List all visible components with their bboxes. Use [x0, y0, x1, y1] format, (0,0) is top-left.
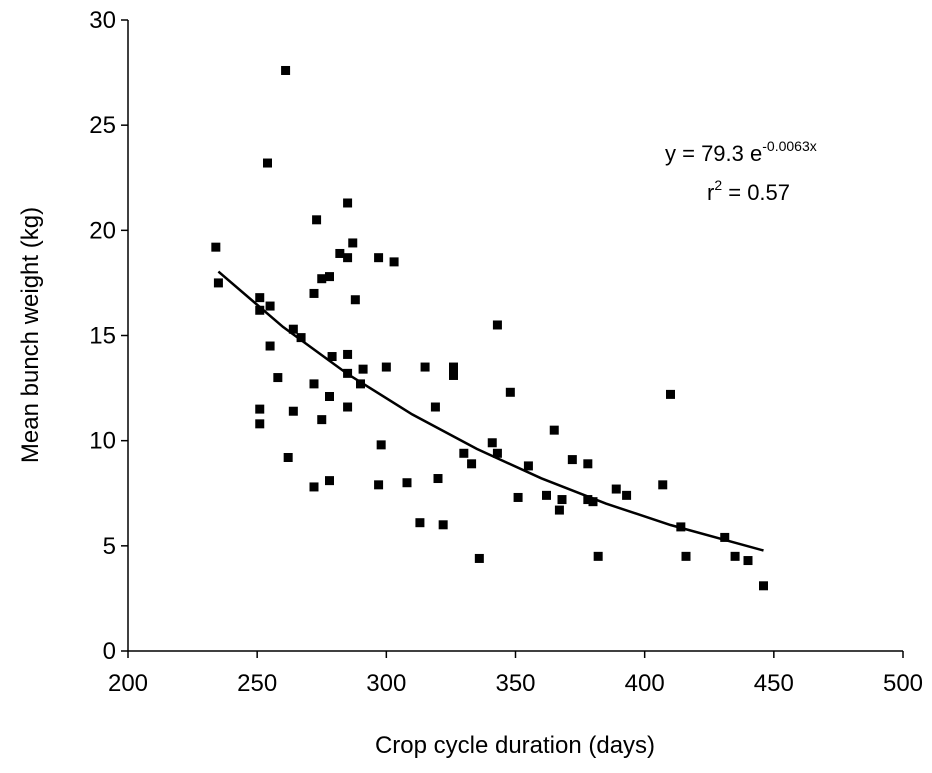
point	[281, 65, 291, 75]
point	[325, 476, 334, 486]
point	[265, 301, 275, 311]
point	[381, 362, 391, 372]
point	[430, 402, 440, 412]
y-tick-label: 10	[89, 428, 116, 455]
point	[389, 257, 399, 267]
point	[309, 379, 319, 389]
point	[350, 295, 360, 305]
point	[542, 490, 551, 500]
point	[288, 324, 298, 334]
point	[335, 248, 345, 258]
point	[317, 415, 327, 425]
x-tick-label: 350	[495, 670, 535, 697]
point	[743, 556, 753, 566]
point	[420, 362, 430, 372]
point	[343, 253, 353, 263]
y-axis-title: Mean bunch weight (kg)	[17, 207, 44, 463]
point	[505, 387, 515, 397]
point	[474, 553, 484, 563]
point	[317, 274, 327, 284]
y-tick-label: 15	[89, 323, 116, 350]
point	[681, 551, 691, 561]
point	[374, 480, 384, 490]
point	[449, 370, 458, 380]
point	[513, 492, 523, 502]
point	[283, 452, 293, 462]
point	[343, 198, 353, 208]
x-axis-title: Crop cycle duration (days)	[375, 732, 655, 759]
point	[588, 497, 598, 507]
point	[449, 362, 458, 372]
x-tick-label: 250	[237, 670, 277, 697]
point	[467, 459, 477, 469]
point	[583, 459, 593, 469]
point	[415, 518, 425, 528]
equation-base: y = 79.3 e	[665, 141, 762, 166]
point	[263, 158, 272, 168]
point	[356, 379, 365, 389]
point	[433, 474, 443, 484]
y-tick-label: 5	[103, 533, 116, 560]
point	[593, 551, 603, 561]
point	[720, 532, 730, 542]
equation-exponent: -0.0063x	[762, 138, 816, 154]
y-tick-label: 20	[89, 217, 116, 244]
point	[255, 419, 265, 429]
point	[622, 490, 632, 500]
point	[374, 253, 384, 263]
point	[557, 495, 567, 505]
x-tick-label: 300	[366, 670, 406, 697]
r-value: = 0.57	[722, 180, 790, 205]
point	[255, 293, 265, 303]
point	[211, 242, 221, 252]
r-base: r	[707, 180, 714, 205]
point	[376, 440, 386, 450]
point	[402, 478, 412, 488]
point	[554, 505, 564, 515]
point	[309, 288, 319, 298]
y-tick-label: 25	[89, 112, 116, 139]
point	[265, 341, 275, 351]
point	[549, 425, 559, 435]
y-tick-label: 30	[89, 7, 116, 34]
point	[343, 402, 353, 412]
point	[312, 215, 322, 225]
point	[213, 278, 223, 288]
point	[583, 495, 593, 505]
point	[658, 480, 668, 490]
point	[296, 333, 306, 343]
point	[492, 448, 502, 458]
point	[255, 305, 265, 315]
point	[492, 320, 502, 330]
point	[459, 448, 469, 458]
point	[325, 272, 334, 282]
point	[523, 461, 533, 471]
point	[325, 391, 334, 401]
x-tick-label: 500	[883, 670, 923, 697]
point	[255, 404, 265, 414]
r-squared: r2 = 0.57	[707, 177, 790, 205]
y-tick-label: 0	[103, 638, 116, 665]
point	[348, 238, 358, 248]
r-exponent: 2	[714, 177, 722, 193]
point	[288, 406, 298, 416]
point	[567, 455, 577, 465]
point	[730, 551, 740, 561]
point	[666, 389, 675, 399]
point	[438, 520, 448, 530]
point	[759, 581, 768, 591]
x-tick-label: 200	[108, 670, 148, 697]
point	[358, 364, 368, 374]
x-tick-label: 450	[754, 670, 794, 697]
equation: y = 79.3 e-0.0063x	[665, 138, 817, 166]
x-tick-label: 400	[625, 670, 665, 697]
point	[273, 373, 283, 383]
point	[487, 438, 497, 448]
point	[327, 352, 337, 362]
point	[611, 484, 621, 494]
point	[309, 482, 319, 492]
point	[343, 349, 353, 359]
trendline	[217, 270, 764, 552]
